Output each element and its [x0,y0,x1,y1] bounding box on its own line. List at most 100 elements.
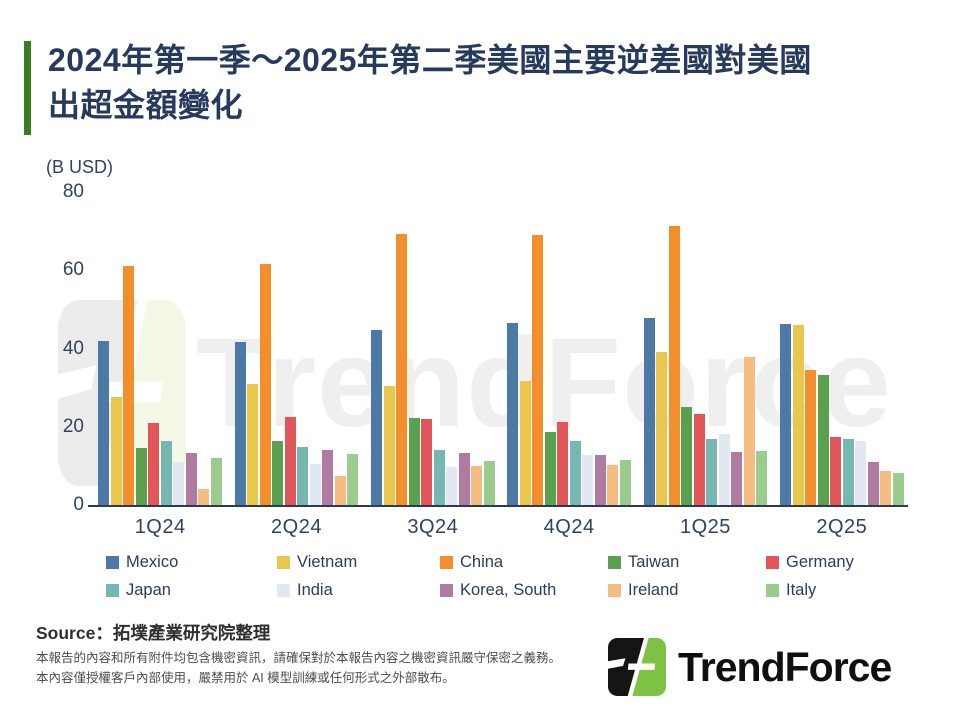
bar-germany-4q24 [557,422,569,505]
title-line1: 2024年第一季～2025年第二季美國主要逆差國對美國 [48,42,812,78]
bar-taiwan-1q24 [135,448,147,505]
disclaimer-line1: 本報告的內容和所有附件均包含機密資訊，請確保對於本報告內容之機密資訊嚴守保密之義… [36,651,562,665]
legend-item-germany: Germany [766,553,916,572]
bar-taiwan-3q24 [408,417,420,505]
bar-japan-2q24 [297,446,309,505]
bar-china-1q25 [668,226,680,505]
x-axis: 1Q24 2Q24 3Q24 4Q24 1Q25 2Q25 [92,516,910,539]
bar-ireland-1q25 [743,357,755,505]
bar-ireland-3q24 [471,465,483,505]
bar-taiwan-2q24 [272,440,284,505]
bar-mexico-4q24 [507,322,519,505]
bar-ireland-4q24 [607,465,619,505]
x-tick-4q24: 4Q24 [543,516,595,538]
legend-label-italy: Italy [786,581,817,599]
legend-label-vietnam: Vietnam [297,553,358,571]
bar-italy-3q24 [483,460,495,505]
bar-china-2q25 [805,370,817,505]
bar-japan-2q25 [842,438,854,505]
bar-italy-1q24 [210,458,222,505]
bar-taiwan-4q24 [544,431,556,505]
bar-india-1q24 [173,462,185,505]
bar-china-3q24 [396,233,408,505]
bar-ireland-1q24 [198,488,210,505]
axis-unit-label: (B USD) [46,157,113,177]
bar-india-1q25 [718,433,730,505]
bar-mexico-1q25 [643,318,655,505]
legend-item-vietnam: Vietnam [277,553,440,572]
title-accent-bar [24,41,31,135]
bar-italy-4q24 [619,460,631,505]
bar-china-1q24 [123,266,135,505]
bar-cluster-2q24 [228,192,364,505]
legend-swatch-mexico [106,556,119,569]
legend-swatch-italy [766,584,779,597]
bar-japan-4q24 [569,440,581,505]
legend-label-china: China [460,553,504,571]
legend-label-ireland: Ireland [628,581,679,599]
bar-taiwan-2q25 [817,374,829,505]
legend-item-china: China [440,553,608,572]
y-tick-0: 0 [73,494,84,515]
disclaimer-line2: 本內容僅授權客戶內部使用，嚴禁用於 AI 模型訓練或任何形式之外部散布。 [36,671,455,686]
legend-label-germany: Germany [786,553,854,571]
x-tick-2q24: 2Q24 [271,516,322,538]
legend-swatch-ireland [608,584,621,597]
legend-label-japan: Japan [126,581,171,599]
legend-item-taiwan: Taiwan [608,553,766,572]
legend-label-mexico: Mexico [126,553,179,571]
bar-korea-south-4q24 [594,454,606,505]
bar-china-2q24 [259,263,271,505]
bar-india-4q24 [582,455,594,505]
y-tick-20: 20 [62,415,84,437]
bar-korea-south-1q24 [185,452,197,505]
legend-label-korea-south: Korea, South [460,581,557,599]
bar-korea-south-2q25 [867,462,879,505]
legend-item-mexico: Mexico [106,553,277,572]
bar-cluster-1q24 [92,192,228,505]
bar-vietnam-2q24 [247,383,259,505]
legend-swatch-germany [766,556,779,569]
trendforce-logo: TrendForce [608,638,892,696]
trendforce-watermark-text: TrendForce [196,312,893,453]
bar-india-2q24 [309,463,321,505]
trendforce-logo-icon [608,638,666,696]
bar-japan-1q24 [160,441,172,505]
title-line2: 出超金額變化 [48,87,244,124]
bar-vietnam-1q24 [110,397,122,505]
legend-swatch-india [277,584,290,597]
chart-legend: Mexico Vietnam China Taiwan Germany Japan Indi… [106,553,916,600]
y-axis: 0 20 40 60 80 [40,0,84,520]
bar-india-2q25 [855,440,867,505]
bar-ireland-2q25 [880,470,892,505]
bar-vietnam-3q24 [383,385,395,505]
bar-cluster-1q25 [637,192,773,505]
bar-mexico-3q24 [371,329,383,505]
x-tick-2q25: 2Q25 [816,516,868,538]
y-tick-80: 80 [62,181,84,202]
legend-swatch-japan [106,584,119,597]
page-title: 2024年第一季～2025年第二季美國主要逆差國對美國 出超金額變化 [48,38,928,129]
bar-cluster-3q24 [365,192,501,505]
bar-italy-2q24 [347,454,359,505]
bar-mexico-1q24 [98,340,110,505]
x-tick-1q24: 1Q24 [134,516,186,538]
bar-cluster-2q25 [774,192,910,505]
bar-germany-1q24 [148,422,160,505]
x-tick-1q25: 1Q25 [680,516,731,538]
source-note: Source：拓墣產業研究院整理 [36,623,271,643]
legend-swatch-taiwan [608,556,621,569]
legend-swatch-china [440,556,453,569]
bar-korea-south-2q24 [322,450,334,505]
bar-germany-2q25 [830,436,842,505]
bar-korea-south-3q24 [458,453,470,505]
bar-chart-plot-area [92,192,910,505]
bar-italy-1q25 [756,450,768,505]
bar-germany-3q24 [421,418,433,505]
legend-label-taiwan: Taiwan [628,553,680,571]
trendforce-logo-text: TrendForce [678,643,892,690]
bar-vietnam-2q25 [792,325,804,505]
legend-swatch-korea-south [440,584,453,597]
bar-vietnam-1q25 [656,352,668,505]
